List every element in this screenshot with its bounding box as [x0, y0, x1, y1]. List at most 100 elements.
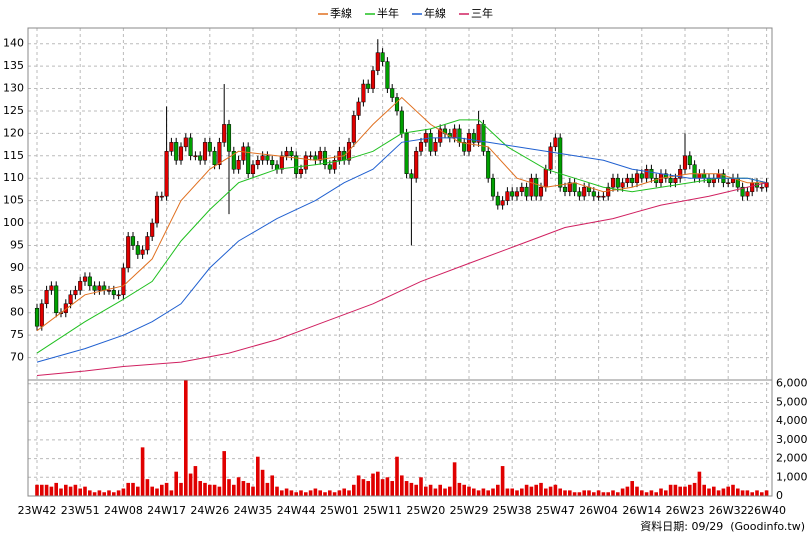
- legend-label: 半年: [377, 6, 399, 20]
- volume-bar: [73, 484, 78, 496]
- x-tick-label: 25W29: [450, 504, 489, 517]
- candle-body: [39, 303, 44, 327]
- candle-body: [687, 155, 692, 166]
- volume-bar: [510, 488, 514, 496]
- candle-body: [92, 285, 97, 291]
- x-tick-label: 25W38: [493, 504, 532, 517]
- volume-bar: [289, 490, 294, 496]
- candle-body: [346, 142, 352, 161]
- candle-body: [332, 160, 337, 170]
- volume-bar: [371, 473, 375, 496]
- volume-bar: [188, 473, 193, 496]
- candle-body: [423, 133, 428, 143]
- candle-body: [567, 182, 572, 192]
- volume-bar: [121, 488, 126, 496]
- candle-body: [572, 182, 577, 192]
- candle-body: [318, 151, 323, 161]
- candle-body: [625, 177, 630, 183]
- volume-bar: [481, 488, 486, 496]
- y-tick-label: 135: [3, 59, 24, 72]
- candle-body: [562, 186, 568, 192]
- volume-bar: [467, 486, 471, 496]
- candle-body: [116, 294, 121, 297]
- volume-tick-label: 2,000: [776, 452, 808, 465]
- volume-bar: [332, 492, 337, 496]
- candle-body: [438, 128, 443, 143]
- candle-body: [394, 97, 400, 112]
- volume-bar: [169, 490, 174, 496]
- volume-bar: [404, 481, 409, 496]
- volume-bar: [462, 484, 466, 496]
- y-tick-label: 95: [10, 238, 24, 251]
- candle-body: [692, 164, 697, 179]
- volume-bar: [654, 492, 658, 496]
- volume-bar: [352, 484, 356, 496]
- candle-body: [433, 142, 438, 152]
- candle-body: [164, 151, 169, 197]
- candle-body: [620, 182, 625, 188]
- candle-body: [596, 195, 601, 198]
- volume-bar: [145, 479, 150, 496]
- candle-body: [193, 155, 198, 158]
- candle-body: [673, 177, 678, 183]
- volume-bar: [419, 477, 423, 496]
- footer: 資料日期: 09/29 (Goodinfo.tw): [640, 519, 805, 533]
- volume-bar: [136, 486, 140, 496]
- volume-bar: [558, 488, 562, 496]
- volume-bar: [736, 488, 740, 496]
- candle-body: [337, 151, 342, 161]
- volume-bar: [140, 447, 145, 496]
- volume-bar: [745, 490, 750, 496]
- volume-bar: [35, 484, 39, 496]
- volume-bar: [505, 488, 510, 496]
- candle-body: [519, 186, 524, 192]
- candle-body: [524, 186, 529, 197]
- candle-body: [356, 101, 361, 116]
- y-tick-label: 105: [3, 194, 24, 207]
- volume-bar: [529, 486, 534, 496]
- candle-body: [231, 151, 236, 170]
- candle-body: [678, 168, 683, 179]
- volume-bar: [270, 475, 274, 496]
- candle-body: [183, 137, 188, 148]
- candle-body: [390, 88, 395, 98]
- candle-body: [577, 191, 582, 197]
- candle-body: [682, 155, 688, 170]
- volume-bar: [212, 484, 217, 496]
- x-tick-label: 25W11: [363, 504, 402, 517]
- legend-label: 年線: [424, 6, 446, 20]
- volume-bar: [131, 482, 135, 496]
- candle-body: [130, 236, 136, 246]
- volume-bar: [198, 481, 202, 496]
- volume-bar: [227, 479, 231, 496]
- x-tick-label: 24W08: [104, 504, 143, 517]
- candle-body: [54, 285, 59, 313]
- y-tick-label: 120: [3, 126, 24, 139]
- candle-body: [471, 133, 476, 143]
- volume-bar: [702, 484, 706, 496]
- candle-body: [759, 186, 764, 189]
- volume-bar: [304, 492, 308, 496]
- volume-bar: [236, 477, 241, 496]
- volume-bar: [78, 488, 82, 496]
- candle-body: [543, 168, 548, 188]
- volume-bar: [380, 479, 385, 496]
- volume-bar: [721, 488, 726, 496]
- candle-body: [169, 142, 174, 152]
- candle-body: [706, 177, 712, 183]
- volume-bar: [500, 466, 505, 496]
- volume-bar: [160, 484, 164, 496]
- candle-body: [265, 155, 270, 161]
- volume-bar: [83, 486, 87, 496]
- volume-bar: [659, 488, 663, 496]
- candle-body: [73, 290, 78, 296]
- ma-line: [36, 182, 767, 376]
- volume-bar: [59, 488, 63, 496]
- candle-body: [289, 151, 294, 157]
- volume-bar: [193, 466, 198, 496]
- volume-bar: [54, 482, 58, 496]
- volume-bar: [323, 492, 327, 496]
- volume-bar: [116, 490, 121, 496]
- volume-bar: [208, 484, 212, 496]
- volume-bar: [553, 484, 558, 496]
